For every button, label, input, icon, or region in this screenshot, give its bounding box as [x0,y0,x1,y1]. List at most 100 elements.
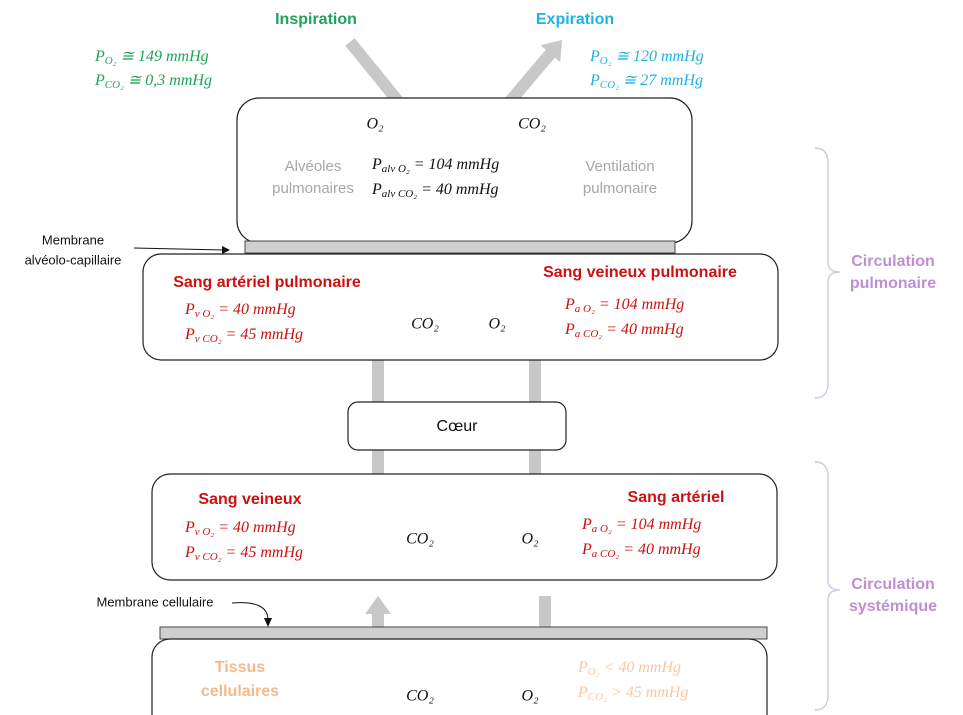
pointer [133,247,225,251]
formula: Pa CO₂ = 40 mmHg [564,321,684,340]
formula-sym: P [589,72,600,89]
alveoli-label: pulmonaires [272,180,354,197]
ventilation-label: Ventilation [585,158,654,175]
formula-sub: a CO₂ [592,548,620,560]
formula-rel: = 104 mmHg [612,516,701,533]
arrow [522,345,548,424]
formula-sub: CO₂ [105,79,124,91]
formula: Pv O₂ = 40 mmHg [184,519,296,538]
gas-label: CO₂ [518,116,546,133]
formula-sym: P [94,72,105,89]
arrow [365,426,391,506]
formula-sub: alv CO₂ [382,188,417,200]
formula-rel: ≅ 27 mmHg [619,72,703,89]
formula: PO₂ ≅ 120 mmHg [589,48,704,67]
formula-sub: CO₂ [600,79,619,91]
formula-sub: O₂ [600,55,612,67]
formula: Palv CO₂ = 40 mmHg [371,181,499,200]
pointer-head [222,246,230,254]
formula-rel: ≅ 120 mmHg [612,48,704,65]
membrane-label: alvéolo-capillaire [25,252,122,267]
formula-sym: P [184,519,195,536]
formula: PO₂ ≅ 149 mmHg [94,48,209,67]
blood-title: Sang veineux pulmonaire [543,264,737,281]
formula-sym: P [184,544,195,561]
gas-label: O₂ [521,531,539,548]
formula-rel: = 104 mmHg [595,296,684,313]
formula-rel: = 40 mmHg [417,181,498,198]
formula: PCO₂ ≅ 27 mmHg [589,72,703,91]
formula-sym: P [564,321,575,338]
formula-sub: v O₂ [195,526,215,538]
formula-rel: = 104 mmHg [410,156,499,173]
blood-title: Sang artériel pulmonaire [173,274,361,291]
circulation-label: Circulation [851,253,935,270]
formula: PCO₂ ≅ 0,3 mmHg [94,72,212,91]
formula-sub: CO₂ [588,691,607,703]
inspiration-title: Inspiration [275,11,357,28]
formula-sub: O₂ [588,666,600,678]
alveoli-label: Alvéoles [285,158,342,175]
arrow [365,340,391,420]
formula-sub: v CO₂ [195,551,222,563]
gas-label: CO₂ [411,316,439,333]
pulmonary-box [142,253,779,361]
arrow [522,430,548,512]
formula-sym: P [564,296,575,313]
formula-rel: = 40 mmHg [214,301,295,318]
heart-box [347,401,567,451]
formula: Pv CO₂ = 45 mmHg [184,326,303,345]
formula-rel: < 40 mmHg [600,659,681,676]
formula-rel: > 45 mmHg [607,684,688,701]
formula-rel: = 45 mmHg [222,326,303,343]
expiration-title: Expiration [536,11,614,28]
brace [814,147,841,399]
tissue-label: cellulaires [201,683,279,700]
tissue-label: Tissus [215,659,266,676]
membrane-bar [244,240,676,254]
circulation-label: systémique [849,598,937,615]
formula-sub: O₂ [105,55,117,67]
circulation-label: pulmonaire [850,275,936,292]
formula-sym: P [371,181,382,198]
formula: Pv CO₂ = 45 mmHg [184,544,303,563]
heart-label: Cœur [437,418,479,435]
systemic-box [151,473,778,581]
formula-rel: ≅ 0,3 mmHg [124,72,212,89]
formula: PO₂ < 40 mmHg [577,659,681,678]
formula-sym: P [581,516,592,533]
formula-sub: alv O₂ [382,163,410,175]
formula-sym: P [577,684,588,701]
formula-sub: v CO₂ [195,333,222,345]
formula-sub: a O₂ [592,523,612,535]
membrane-label: Membrane [42,232,104,247]
blood-title: Sang artériel [628,489,725,506]
formula: PCO₂ > 45 mmHg [577,684,688,703]
tissue-box [151,638,768,715]
formula-sym: P [371,156,382,173]
formula-sym: P [581,541,592,558]
formula: Pa O₂ = 104 mmHg [564,296,684,315]
formula-sym: P [94,48,105,65]
formula: Pa O₂ = 104 mmHg [581,516,701,535]
formula: Pa CO₂ = 40 mmHg [581,541,701,560]
formula-rel: = 40 mmHg [214,519,295,536]
formula-sym: P [589,48,600,65]
formula-rel: ≅ 149 mmHg [117,48,209,65]
gas-label: CO₂ [406,531,434,548]
formula: Palv O₂ = 104 mmHg [371,156,499,175]
formula-rel: = 40 mmHg [602,321,683,338]
gas-label: O₂ [488,316,506,333]
formula-rel: = 40 mmHg [619,541,700,558]
formula-sym: P [184,326,195,343]
formula-sub: v O₂ [195,308,215,320]
gas-label: O₂ [366,116,384,133]
circulation-label: Circulation [851,576,935,593]
gas-label: O₂ [521,688,539,705]
formula: Pv O₂ = 40 mmHg [184,301,296,320]
brace [814,461,841,711]
blood-title: Sang veineux [198,491,301,508]
formula-sym: P [184,301,195,318]
